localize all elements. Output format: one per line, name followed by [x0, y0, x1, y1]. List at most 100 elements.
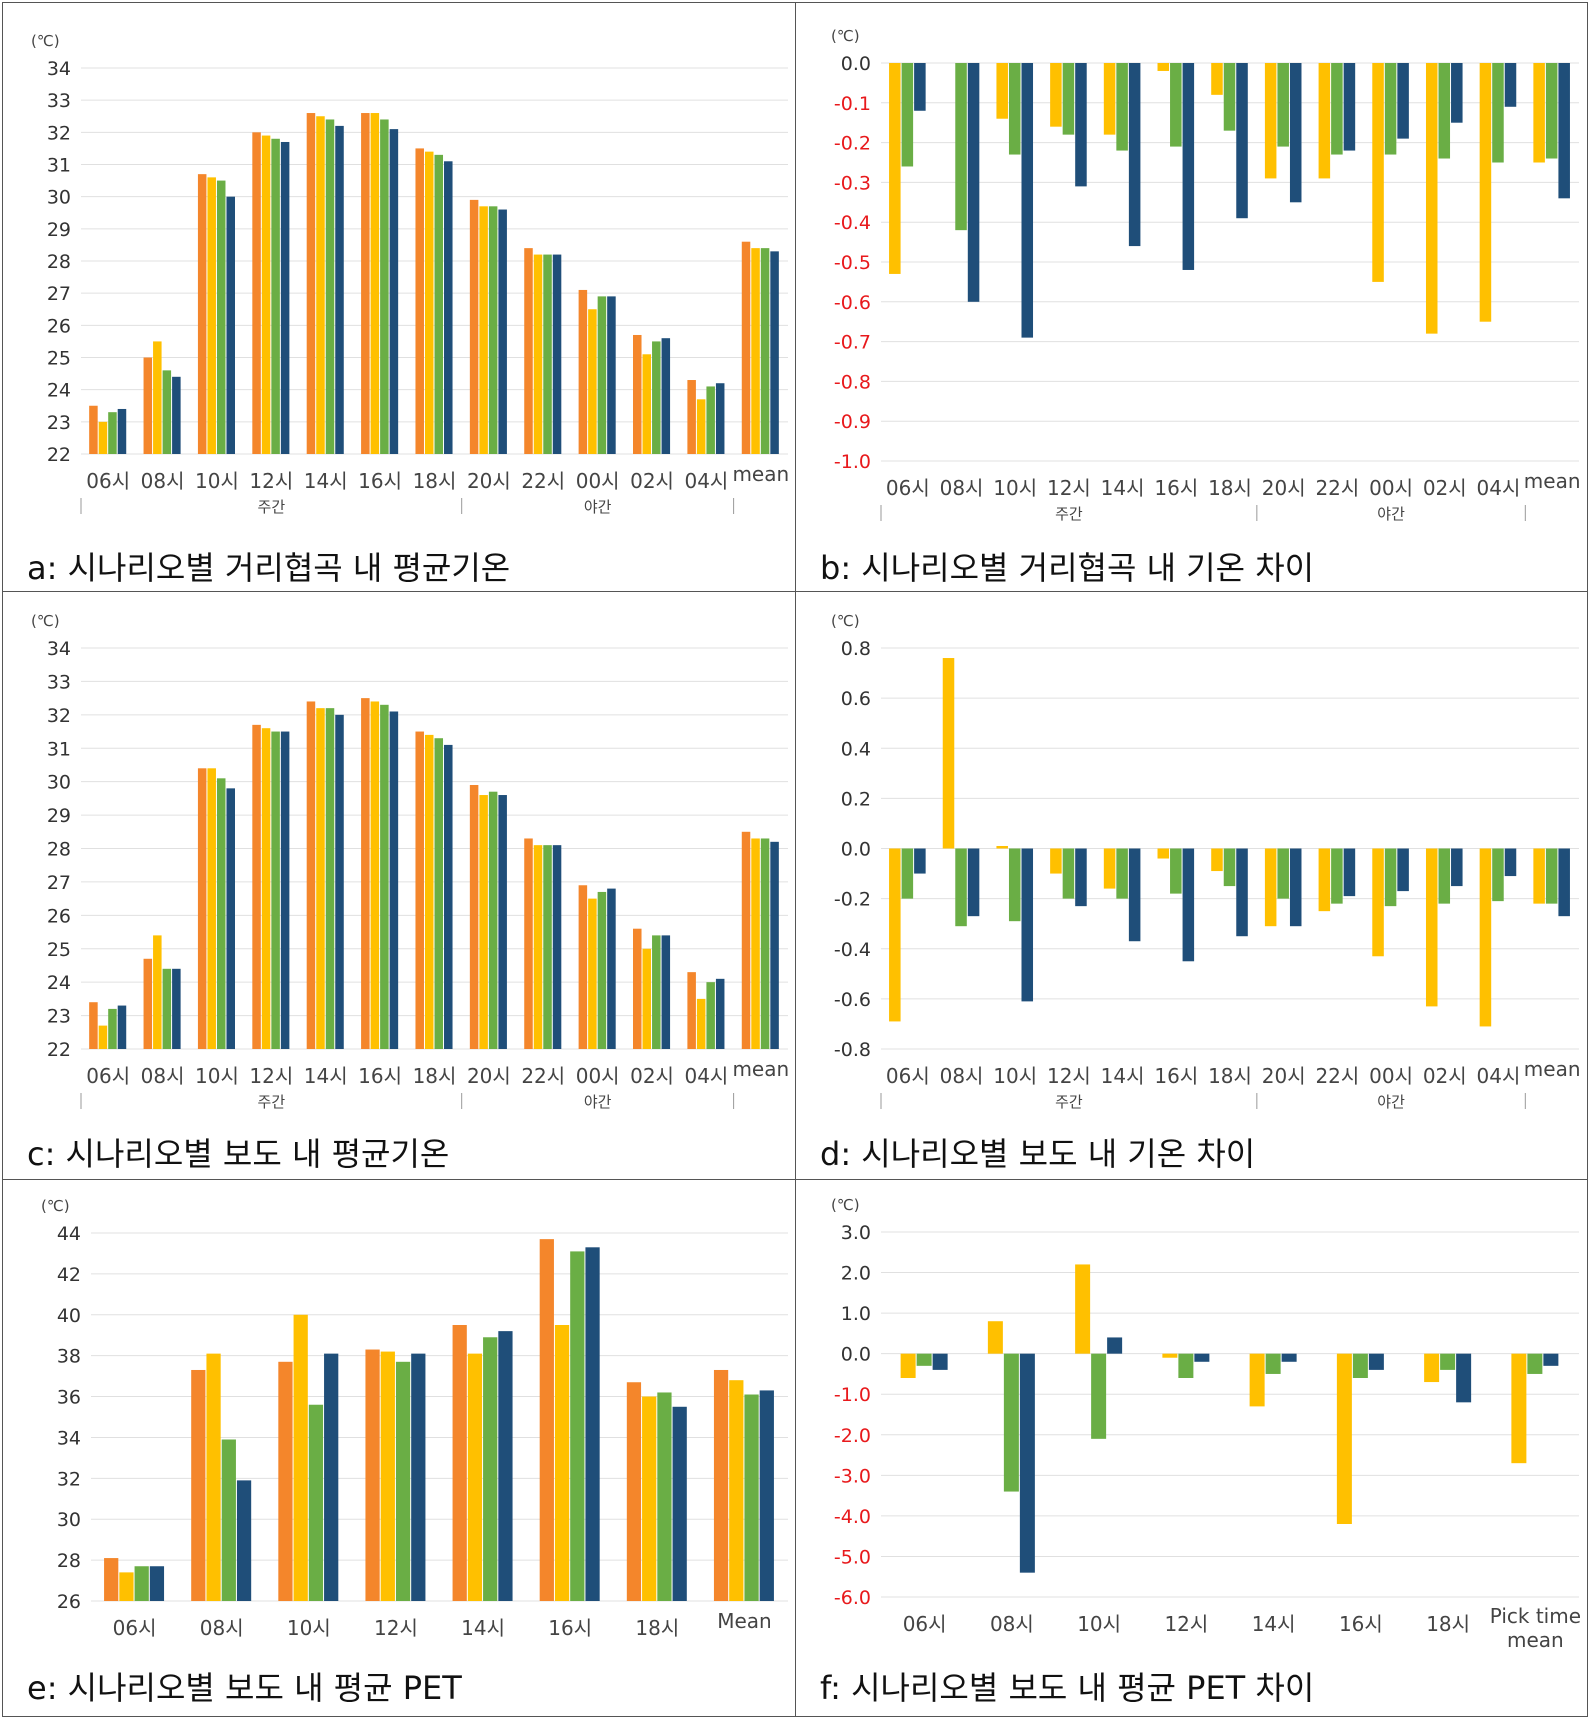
y-tick-label-c: 28 [47, 839, 71, 861]
x-tick-label-a: 20시 [467, 469, 511, 493]
bar-e-s3-6 [657, 1392, 672, 1601]
bar-f-s4-3 [1194, 1353, 1210, 1362]
bar-f-s2-3 [1162, 1353, 1178, 1358]
bar-d-s2-8 [1318, 848, 1331, 912]
bar-c-s1-9 [578, 885, 588, 1049]
bar-e-s2-1 [206, 1353, 221, 1601]
panel-f: (℃) -6.0 -5.0 -4.0 -3.0 -2.0 -1.0 0.0 1.0 2.0 3.0 0… [795, 1179, 1588, 1717]
bar-f-s4-5 [1368, 1353, 1384, 1370]
y-tick-label-c: 31 [47, 738, 71, 760]
bar-c-s1-5 [361, 698, 370, 1049]
bar-e-s1-6 [626, 1382, 642, 1601]
bar-b-s2-10 [1425, 63, 1438, 334]
bar-c-s4-4 [335, 714, 344, 1049]
bar-d-s2-9 [1372, 848, 1384, 957]
bar-d-s2-10 [1425, 848, 1438, 1007]
bar-a-s3-5 [380, 119, 389, 454]
y-tick-label-c: 27 [47, 872, 71, 894]
bar-a-s4-8 [552, 254, 562, 454]
bar-c-s2-7 [479, 795, 488, 1049]
x-tick-label-a: 04시 [684, 469, 728, 493]
bar-e-s2-5 [554, 1325, 570, 1601]
bar-c-s4-11 [715, 978, 725, 1049]
bar-b-s3-12 [1545, 63, 1558, 159]
bar-c-s3-12 [760, 838, 770, 1049]
y-tick-label-e: 44 [57, 1223, 81, 1245]
caption-d: d: 시나리오별 보도 내 기온 차이 [820, 1135, 1256, 1173]
y-tick-label-e: 28 [57, 1550, 81, 1572]
bar-d-s3-10 [1438, 848, 1451, 904]
bar-c-s4-7 [498, 795, 507, 1049]
bar-b-s4-0 [914, 63, 926, 111]
x-tick-label-b: 20시 [1262, 476, 1306, 500]
y-tick-label-b: -1.0 [834, 451, 871, 473]
bar-d-s3-8 [1331, 848, 1343, 904]
group-label-b: 야간 [1377, 505, 1405, 523]
bar-a-s2-2 [207, 177, 216, 454]
bar-a-s3-4 [325, 119, 335, 454]
bar-b-s4-12 [1558, 63, 1570, 199]
bar-b-s2-8 [1318, 63, 1331, 179]
bar-f-s4-1 [1019, 1353, 1035, 1573]
y-tick-label-a: 26 [47, 315, 71, 337]
chart-b-svg: (℃) -1.0 -0.9 -0.8 -0.7 -0.6 -0.5 -0.4 -0.3 -0.2 -… [831, 27, 1581, 523]
bar-a-s4-12 [770, 251, 779, 454]
bar-c-s3-8 [543, 845, 552, 1049]
bar-c-s2-10 [642, 948, 652, 1049]
bar-b-s3-7 [1277, 63, 1289, 147]
bar-f-s4-2 [1107, 1337, 1123, 1354]
bar-e-s1-3 [365, 1349, 380, 1601]
bar-b-s2-4 [1103, 63, 1116, 135]
x-tick-label-b: 02시 [1423, 476, 1467, 500]
bar-e-s1-2 [278, 1361, 293, 1601]
x-tick-label-e: Mean [717, 1609, 772, 1633]
y-tick-label-d: -0.2 [834, 889, 871, 911]
bar-a-s1-10 [633, 334, 642, 454]
unit-label-d: (℃) [831, 612, 860, 630]
bar-a-s3-1 [162, 370, 172, 454]
y-tick-label-f: -4.0 [834, 1506, 871, 1528]
bar-a-s2-7 [479, 206, 488, 454]
bar-a-s2-3 [261, 135, 271, 455]
bar-b-s3-3 [1062, 63, 1075, 135]
y-tick-label-b: 0.0 [841, 53, 871, 75]
bar-a-s2-1 [153, 341, 162, 454]
x-tick-label-f: 06시 [903, 1612, 947, 1636]
bar-c-s4-0 [117, 1005, 127, 1049]
x-tick-label-a: mean [732, 462, 789, 486]
y-tick-label-c: 30 [47, 772, 71, 794]
bar-b-s3-4 [1116, 63, 1128, 151]
x-tick-label-a: 18시 [413, 469, 457, 493]
bar-b-s4-9 [1397, 63, 1409, 139]
bar-f-s3-7 [1527, 1353, 1543, 1374]
y-tick-label-a: 34 [47, 58, 71, 80]
bar-f-s3-5 [1352, 1353, 1368, 1378]
bar-c-s4-10 [661, 935, 671, 1049]
bar-e-s2-0 [119, 1572, 134, 1601]
bar-a-s2-11 [696, 399, 706, 454]
y-tick-label-c: 34 [47, 638, 71, 660]
bar-d-s3-3 [1062, 848, 1075, 899]
y-tick-label-d: -0.6 [834, 989, 871, 1011]
y-tick-label-f: -6.0 [834, 1587, 871, 1609]
bar-a-s1-3 [252, 132, 261, 455]
bar-d-s3-0 [901, 848, 914, 899]
bar-a-s3-0 [108, 412, 117, 454]
bar-b-s4-8 [1343, 63, 1356, 151]
x-tick-label-a: 22시 [521, 469, 565, 493]
bar-c-s3-9 [597, 891, 607, 1049]
bar-c-s1-8 [524, 838, 533, 1049]
y-tick-label-a: 25 [47, 348, 71, 370]
bar-e-s2-2 [293, 1314, 308, 1601]
y-tick-label-d: -0.8 [834, 1039, 871, 1061]
bar-d-s3-1 [955, 848, 967, 927]
x-tick-label-f: 08시 [990, 1612, 1034, 1636]
bar-a-s1-1 [143, 357, 153, 454]
bar-c-s1-6 [415, 731, 424, 1049]
x-tick-label-b: 08시 [940, 476, 984, 500]
bar-e-s1-4 [452, 1325, 467, 1601]
y-tick-label-a: 28 [47, 251, 71, 273]
bar-c-s3-1 [162, 968, 172, 1049]
bar-a-s3-8 [543, 254, 552, 454]
caption-a: a: 시나리오별 거리협곡 내 평균기온 [27, 549, 511, 587]
